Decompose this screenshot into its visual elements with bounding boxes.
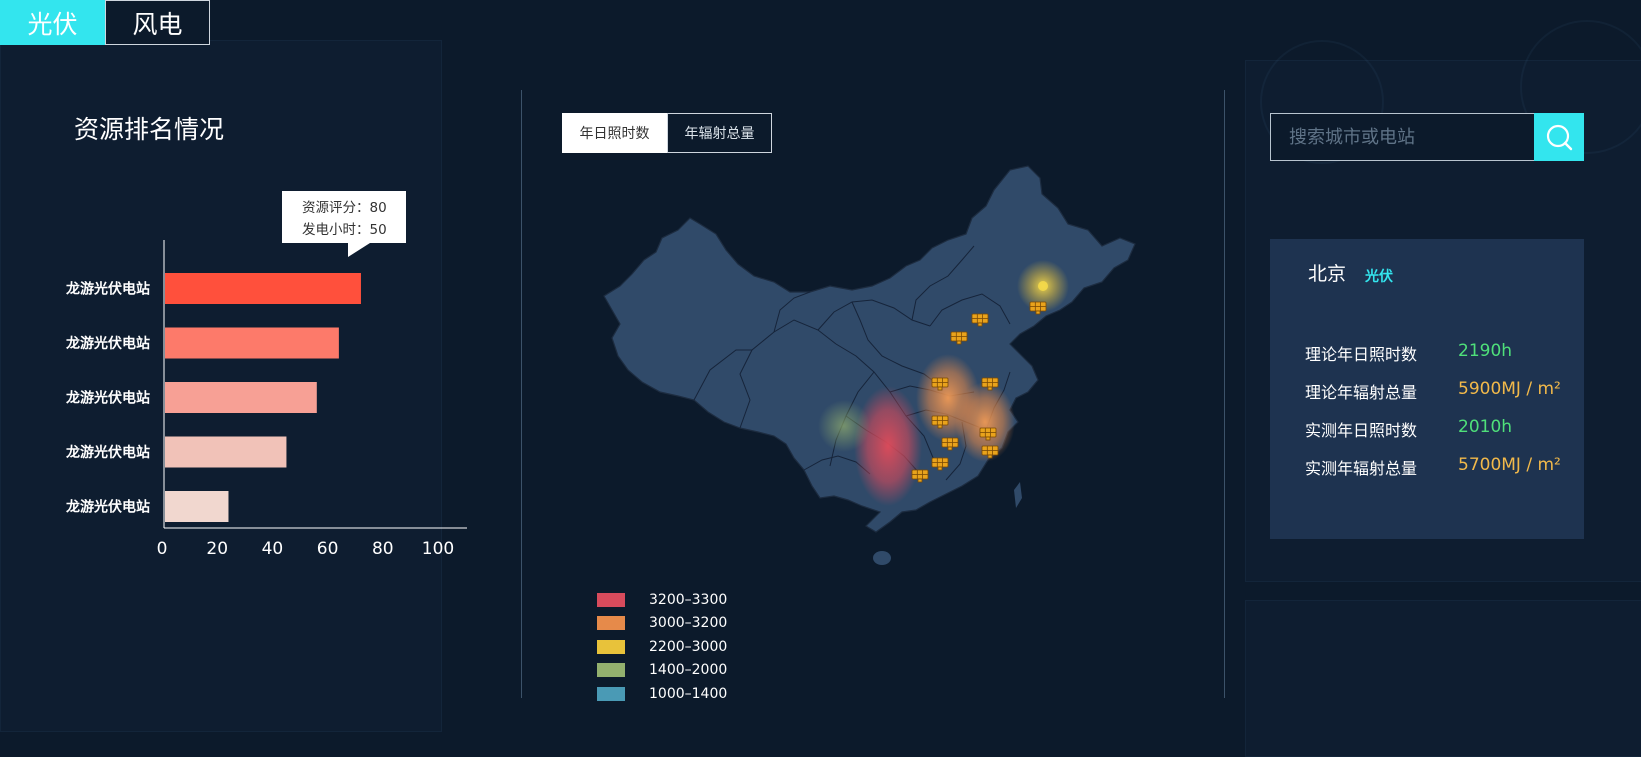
- bar-category-label: 龙游光伏电站: [65, 390, 150, 407]
- taiwan-island: [1014, 482, 1022, 508]
- legend-swatch: [597, 663, 625, 678]
- metric-row: 实测年日照时数 2010h: [1305, 417, 1512, 441]
- search-icon: [1546, 124, 1573, 151]
- x-tick-label: 100: [422, 539, 454, 559]
- legend-item: 3000–3200: [597, 612, 727, 636]
- metric-row: 实测年辐射总量 5700MJ / m²: [1305, 455, 1561, 479]
- x-tick-label: 80: [372, 539, 394, 559]
- metric-row: 理论年日照时数 2190h: [1305, 341, 1512, 365]
- metric-label: 实测年辐射总量: [1305, 459, 1418, 478]
- legend-label: 3000–3200: [649, 615, 728, 632]
- legend-swatch: [597, 592, 625, 607]
- bar-category-label: 龙游光伏电站: [65, 499, 150, 516]
- bar: [165, 491, 229, 522]
- legend-label: 1000–1400: [649, 685, 728, 702]
- heat-yellow-core: [1038, 281, 1048, 291]
- solar-station-icon[interactable]: [931, 415, 949, 429]
- solar-station-icon[interactable]: [941, 437, 959, 451]
- legend-item: 2200–3000: [597, 635, 727, 659]
- solar-station-icon[interactable]: [931, 377, 949, 391]
- legend-label: 2200–3000: [649, 638, 728, 655]
- background-circle: [1260, 40, 1384, 164]
- solar-station-icon[interactable]: [911, 469, 929, 483]
- divider-left: [521, 90, 522, 698]
- legend-swatch: [597, 686, 625, 701]
- tab-wind-power[interactable]: 风电: [105, 0, 210, 45]
- hainan-island: [873, 551, 891, 565]
- legend-item: 3200–3300: [597, 588, 727, 612]
- china-map[interactable]: [590, 160, 1150, 580]
- search-box: [1270, 113, 1584, 161]
- map-tab-bar: 年日照时数 年辐射总量: [562, 113, 772, 153]
- solar-station-icon[interactable]: [950, 331, 968, 345]
- divider-right: [1224, 90, 1225, 698]
- heat-red: [854, 386, 922, 506]
- energy-type-badge: 光伏: [1365, 269, 1393, 285]
- solar-station-icon[interactable]: [1029, 301, 1047, 315]
- solar-station-markers: [911, 301, 1047, 483]
- tooltip-line: 发电小时：50: [302, 222, 387, 238]
- x-tick-label: 20: [206, 539, 228, 559]
- x-tick-label: 0: [157, 539, 168, 559]
- tooltip-line: 资源评分：80: [302, 200, 387, 216]
- legend-item: 1400–2000: [597, 659, 727, 683]
- search-button[interactable]: [1534, 113, 1584, 161]
- solar-station-icon[interactable]: [931, 457, 949, 471]
- x-tick-label: 60: [317, 539, 339, 559]
- legend-label: 1400–2000: [649, 662, 728, 679]
- top-tab-bar: 光伏 风电: [0, 0, 210, 45]
- metric-value: 5700MJ / m²: [1458, 455, 1561, 475]
- legend-label: 3200–3300: [649, 591, 728, 608]
- bar-category-label: 龙游光伏电站: [65, 444, 150, 461]
- legend-item: 1000–1400: [597, 682, 727, 706]
- solar-station-icon[interactable]: [971, 313, 989, 327]
- metric-row: 理论年辐射总量 5900MJ / m²: [1305, 379, 1561, 403]
- city-name: 北京: [1308, 263, 1347, 285]
- metric-value: 2190h: [1458, 341, 1513, 361]
- x-tick-label: 40: [262, 539, 284, 559]
- tab-annual-radiation-total[interactable]: 年辐射总量: [667, 113, 772, 153]
- map-legend: 3200–3300 3000–3200 2200–3000 1400–2000 …: [597, 588, 727, 706]
- panel-title: 资源排名情况: [74, 115, 225, 144]
- legend-swatch: [597, 639, 625, 654]
- metric-value: 5900MJ / m²: [1458, 379, 1561, 399]
- search-input[interactable]: [1271, 114, 1533, 160]
- metric-label: 实测年日照时数: [1305, 421, 1418, 440]
- bar: [165, 273, 361, 304]
- bar: [165, 436, 287, 468]
- heat-orange: [955, 382, 1015, 462]
- metric-value: 2010h: [1458, 417, 1513, 437]
- tab-photovoltaic[interactable]: 光伏: [0, 0, 105, 45]
- heat-green: [818, 400, 870, 452]
- tab-annual-sunshine-hours[interactable]: 年日照时数: [562, 113, 667, 153]
- bar: [165, 382, 317, 413]
- bar-category-label: 龙游光伏电站: [65, 281, 150, 298]
- bar: [165, 327, 339, 359]
- solar-station-icon[interactable]: [981, 377, 999, 391]
- city-info-card: 北京 光伏 理论年日照时数 2190h 理论年辐射总量 5900MJ / m² …: [1270, 239, 1584, 539]
- metric-label: 理论年辐射总量: [1305, 383, 1418, 402]
- metric-label: 理论年日照时数: [1305, 345, 1418, 364]
- solar-station-icon[interactable]: [979, 427, 997, 441]
- chart-tooltip: 资源评分：80 发电小时：50: [282, 191, 406, 257]
- background-panel: [1245, 600, 1641, 757]
- solar-station-icon[interactable]: [981, 445, 999, 459]
- legend-swatch: [597, 616, 625, 631]
- bar-category-label: 龙游光伏电站: [65, 335, 150, 352]
